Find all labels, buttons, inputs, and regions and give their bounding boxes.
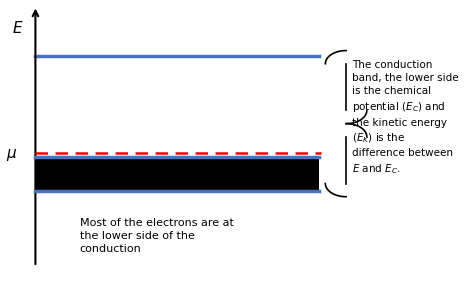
Bar [36,157,319,191]
Text: E: E [13,21,23,36]
Text: Most of the electrons are at
the lower side of the
conduction: Most of the electrons are at the lower s… [80,218,234,254]
Text: The conduction
band, the lower side
is the chemical
potential ($E_C$) and
the ki: The conduction band, the lower side is t… [352,60,458,176]
Text: μ: μ [6,146,16,161]
